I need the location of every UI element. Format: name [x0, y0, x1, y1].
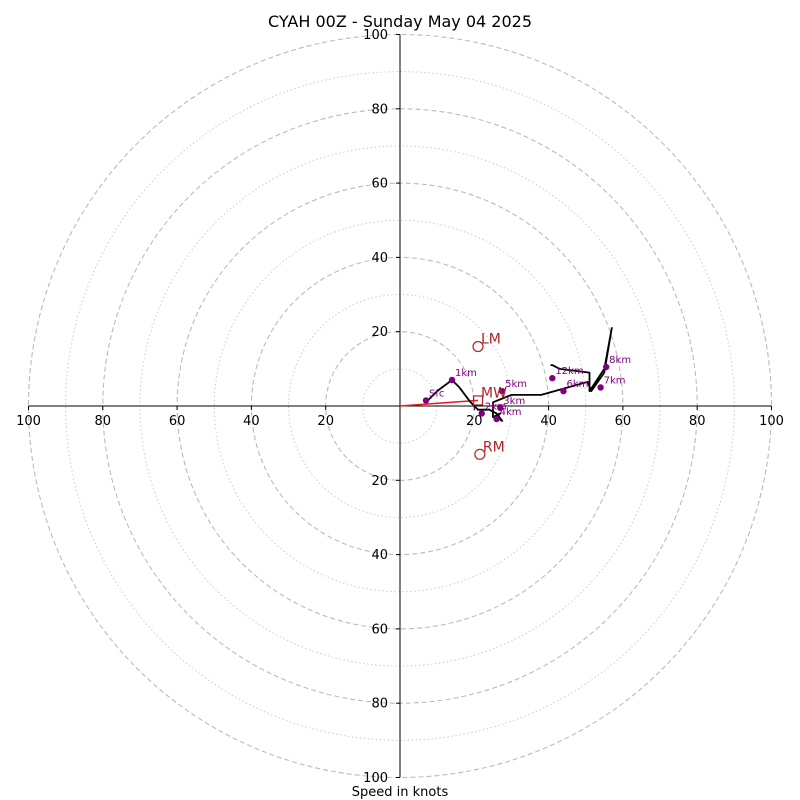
height-marker-point — [560, 387, 567, 395]
y-tick-label: 20 — [371, 325, 388, 340]
x-tick-label: 100 — [759, 414, 784, 429]
x-tick-label: 60 — [615, 414, 632, 429]
height-marker-point — [493, 415, 500, 423]
x-tick-label: 40 — [540, 414, 557, 429]
y-tick-label: 60 — [371, 622, 388, 637]
height-marker-point — [549, 374, 556, 382]
x-tick-label: 20 — [317, 414, 334, 429]
y-tick-label: 40 — [371, 251, 388, 266]
height-marker-point — [597, 384, 604, 391]
storm-motion-marker — [472, 395, 484, 406]
storm-vector-line — [399, 399, 479, 407]
wind-profile — [425, 327, 613, 422]
height-marker-label: 8km — [609, 355, 631, 366]
height-marker-label: 12km — [555, 366, 583, 377]
y-tick-label: 100 — [363, 771, 388, 786]
y-tick-label: 60 — [371, 177, 388, 192]
storm-motion-vector — [399, 399, 479, 407]
x-tick-label: 60 — [169, 414, 186, 429]
x-tick-label: 100 — [16, 414, 41, 429]
y-tick-label: 80 — [371, 102, 388, 117]
height-marker-label: 2km — [485, 401, 507, 412]
height-marker-label: 7km — [604, 375, 626, 386]
height-marker-point — [498, 387, 506, 395]
height-marker-point — [448, 376, 456, 384]
height-marker-point — [478, 410, 485, 417]
storm-motion-marker — [474, 448, 486, 460]
y-tick-label: 40 — [371, 548, 388, 563]
height-marker-label: 1km — [455, 368, 477, 379]
y-tick-label: 80 — [371, 697, 388, 712]
height-marker-point — [497, 404, 504, 412]
height-marker-label: 4km — [500, 407, 522, 418]
y-tick-label: 100 — [363, 28, 388, 43]
x-tick-label: 40 — [243, 414, 260, 429]
height-marker-label: Sfc — [429, 388, 444, 399]
height-marker-label: 6km — [566, 379, 588, 390]
wind-profile-line — [425, 327, 613, 422]
chart-title: CYAH 00Z - Sunday May 04 2025 — [268, 12, 532, 31]
x-tick-label: 80 — [689, 414, 706, 429]
storm-motion-label: LM — [481, 332, 501, 348]
storm-motions: LM MW RM — [472, 332, 507, 460]
height-marker-point — [422, 397, 430, 404]
y-tick-label: 20 — [371, 474, 388, 489]
height-marker-point — [602, 363, 610, 371]
storm-motion-label: RM — [483, 439, 505, 455]
storm-motion-marker — [472, 340, 484, 353]
x-tick-label: 80 — [95, 414, 112, 429]
x-tick-label: 20 — [466, 414, 483, 429]
height-marker-label: 5km — [505, 379, 527, 390]
height-marker-label: 3km — [503, 396, 525, 407]
storm-motion-label: MW — [481, 385, 507, 401]
x-axis-label: Speed in knots — [352, 785, 449, 800]
tick-labels: 100 80 60 40 20 20 40 60 80 100 20 40 60 80 100 20 40 60 8… — [16, 28, 784, 786]
